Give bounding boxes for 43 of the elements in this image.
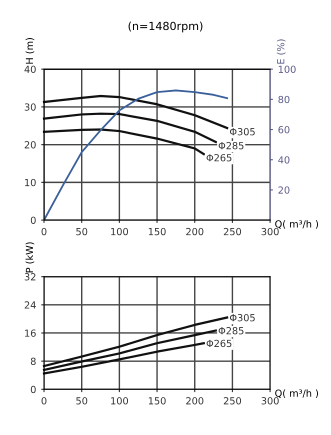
x-tick-label: 250 [224, 228, 242, 236]
x-tick-label: 300 [262, 397, 279, 404]
y-axis-title: H (m) [26, 38, 34, 64]
chart-title: (n=1480rpm) [128, 22, 202, 32]
y-tick-label: 16 [25, 329, 36, 337]
x-tick-label: 200 [186, 397, 204, 404]
y-tick-label: 8 [30, 358, 36, 365]
x-tick-label: 200 [186, 228, 204, 236]
series-label: Φ305 [230, 128, 255, 136]
x-tick-label: 50 [76, 397, 88, 404]
y2-tick-label: 20 [278, 186, 290, 194]
x-axis-title: Q( m³/h ) [275, 389, 318, 398]
x-tick-label: 300 [262, 228, 279, 236]
series-label: Φ265 [206, 340, 232, 348]
line-series [42, 128, 205, 156]
series-label: Φ265 [206, 154, 232, 162]
y-axis-title: P (kW) [26, 242, 34, 272]
series-label: Φ285 [218, 327, 244, 334]
y2-axis-title: E (%) [276, 39, 286, 64]
y-tick-label: 24 [24, 301, 36, 309]
y-tick-label: 32 [24, 273, 36, 280]
y2-tick-label: 100 [278, 66, 296, 73]
y-tick-label: 0 [30, 386, 36, 394]
y2-tick-label: 40 [278, 156, 290, 164]
x-tick-label: 100 [111, 228, 128, 236]
line-series [42, 112, 217, 144]
x-tick-label: 0 [42, 397, 46, 404]
x-tick-label: 100 [111, 397, 128, 404]
series-label: Φ305 [230, 314, 255, 322]
y-tick-label: 40 [24, 66, 36, 73]
x-tick-label: 150 [148, 397, 166, 404]
x-tick-label: 0 [42, 228, 46, 236]
y2-tick-label: 80 [278, 96, 290, 104]
series-label: Φ285 [218, 142, 244, 150]
y-tick-label: 0 [30, 216, 36, 224]
x-tick-label: 250 [224, 397, 242, 404]
y-tick-label: 10 [25, 178, 36, 186]
x-tick-label: 150 [148, 228, 166, 236]
y-tick-label: 30 [24, 103, 36, 111]
x-axis-title: Q( m³/h ) [275, 220, 318, 229]
x-tick-label: 50 [76, 228, 88, 236]
y2-tick-label: 60 [278, 126, 290, 134]
y-tick-label: 20 [24, 141, 36, 148]
